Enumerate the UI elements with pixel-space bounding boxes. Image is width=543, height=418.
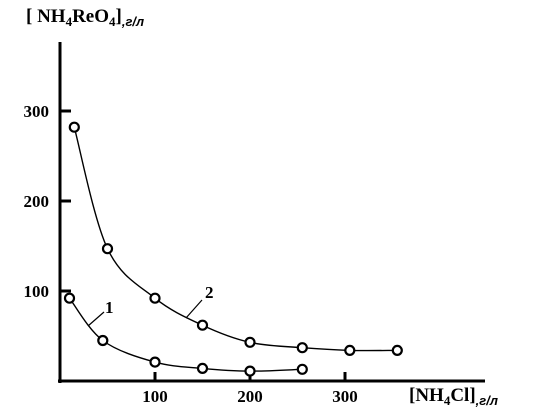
x-axis-unit: ,г/л xyxy=(475,393,498,408)
x-axis-title-main: [NH xyxy=(409,385,444,406)
y-axis-title-main: [ NH xyxy=(26,6,66,27)
y-axis-title-sub2: 4 xyxy=(109,14,116,29)
ticks: 100 200 300 100 200 300 xyxy=(24,102,358,406)
series-2-point-3 xyxy=(196,319,209,331)
x-axis-title: [NH4Cl],г/л xyxy=(409,385,498,408)
series-2-point-7 xyxy=(391,344,403,356)
series-1-point-5 xyxy=(296,363,308,375)
x-axis-title-sub1: 4 xyxy=(444,393,451,408)
x-tick-label-200: 200 xyxy=(237,387,263,406)
curves xyxy=(68,127,398,372)
x-axis-title-tail: Cl] xyxy=(450,385,475,406)
series-2-leader xyxy=(185,299,203,319)
series-1-point-4 xyxy=(244,365,256,377)
y-tick-label-100: 100 xyxy=(24,282,50,301)
series-2-point-6 xyxy=(344,344,356,356)
y-tick-label-300: 300 xyxy=(24,102,50,121)
y-axis-unit: ,г/л xyxy=(121,14,144,29)
series-2-point-2 xyxy=(149,292,161,304)
series-1-leader xyxy=(87,311,105,327)
labels: 12 xyxy=(87,283,214,327)
y-axis-title-mid: ReO xyxy=(72,6,109,27)
axes xyxy=(58,42,485,383)
x-tick-label-100: 100 xyxy=(142,387,168,406)
series-1-point-2 xyxy=(149,356,161,368)
series-2-point-0 xyxy=(68,121,80,133)
series-2-point-5 xyxy=(296,342,308,354)
series-1-label: 1 xyxy=(105,298,114,317)
points xyxy=(63,121,403,377)
x-tick-label-300: 300 xyxy=(332,387,358,406)
y-tick-label-200: 200 xyxy=(24,192,50,211)
y-axis-title-tail: ] xyxy=(116,6,122,27)
series-2-label: 2 xyxy=(205,283,214,302)
y-axis-title-sub1: 4 xyxy=(66,14,73,29)
series-2-point-1 xyxy=(101,243,114,255)
series-1-point-3 xyxy=(196,362,209,374)
series-1-point-0 xyxy=(63,292,76,304)
y-axis-title: [ NH4ReO4],г/л xyxy=(26,6,144,29)
series-2-point-4 xyxy=(244,336,256,348)
series-1-point-1 xyxy=(97,334,109,347)
series-2-line xyxy=(73,127,398,352)
